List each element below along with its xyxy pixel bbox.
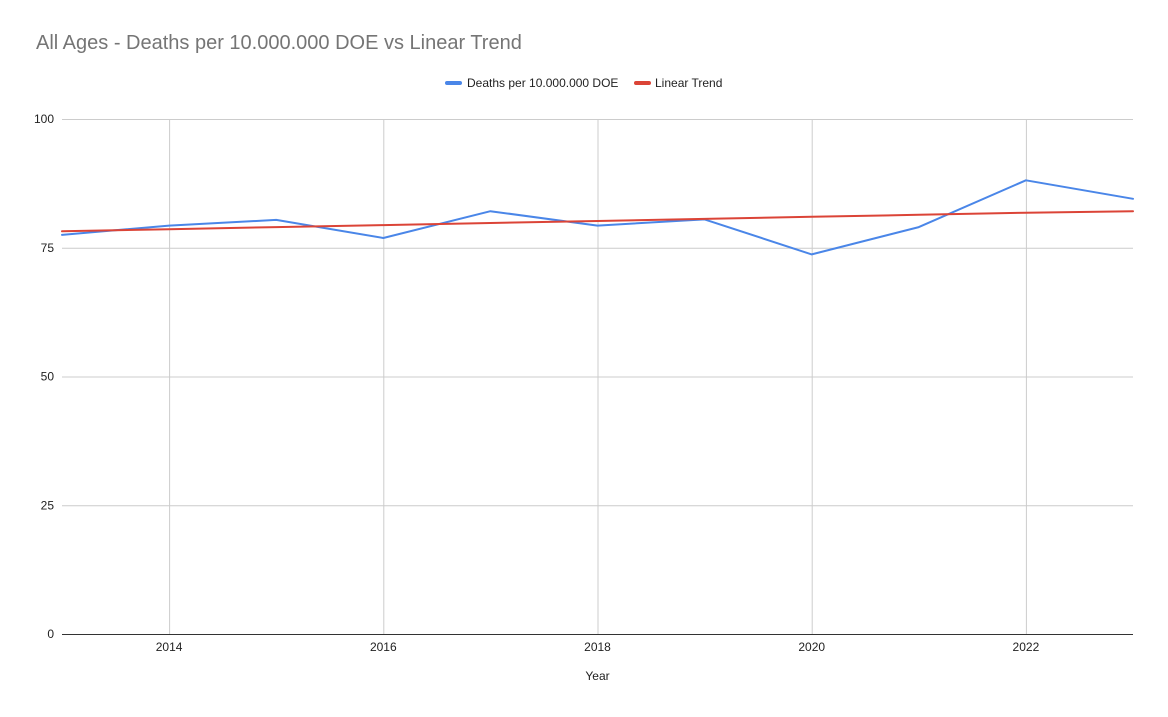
legend-item-series-0[interactable]: Deaths per 10.000.000 DOE [445, 76, 618, 90]
chart-title: All Ages - Deaths per 10.000.000 DOE vs … [36, 32, 522, 54]
y-tick-label: 75 [41, 241, 55, 255]
series-layer [61, 179, 1134, 256]
y-tick-label: 0 [47, 627, 54, 641]
x-tick-label: 2020 [798, 640, 825, 654]
x-tick-label: 2016 [370, 640, 397, 654]
x-tick-label: 2018 [584, 640, 611, 654]
y-tick-label: 100 [34, 112, 54, 126]
y-tick-label: 25 [41, 498, 55, 512]
x-tick-label: 2022 [1013, 640, 1040, 654]
series-line-1[interactable] [61, 210, 1134, 233]
gridlines [62, 119, 1133, 634]
legend: Deaths per 10.000.000 DOE Linear Trend [445, 76, 722, 90]
x-axis-label: Year [585, 669, 609, 683]
y-axis-ticks: 0 25 50 75 100 [34, 112, 54, 641]
legend-item-series-1[interactable]: Linear Trend [634, 76, 722, 90]
y-tick-label: 50 [41, 370, 55, 384]
legend-label-series-1: Linear Trend [655, 76, 722, 90]
legend-label-series-0: Deaths per 10.000.000 DOE [467, 76, 618, 90]
x-tick-label: 2014 [156, 640, 183, 654]
x-axis-ticks: 2014 2016 2018 2020 2022 [156, 640, 1040, 654]
series-line-0[interactable] [61, 179, 1134, 256]
